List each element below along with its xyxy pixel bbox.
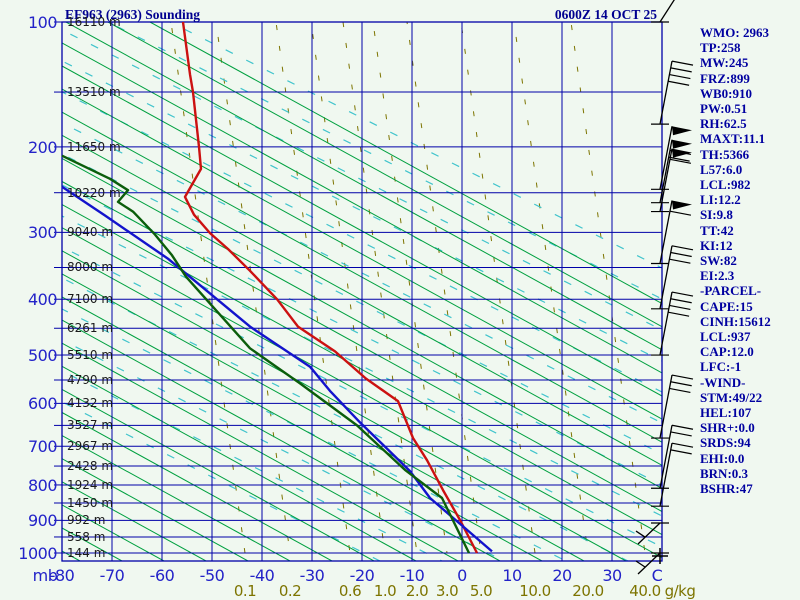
height-label: 1924 m [67, 477, 114, 492]
temp-label: -70 [99, 566, 125, 585]
isobar-isotherm-grid [54, 21, 663, 562]
surface-cursor-cross [652, 548, 668, 564]
height-label: 6261 m [67, 321, 114, 336]
wind-barbs [635, 0, 694, 575]
pressure-label: 600 [27, 394, 58, 414]
stat-line: WMO: 2963 [700, 25, 769, 40]
height-label: 10220 m [67, 185, 121, 200]
pressure-label: 200 [27, 137, 58, 157]
pressure-label: 700 [27, 437, 58, 457]
stat-line: BSHR:47 [700, 481, 753, 497]
stat-line: MAXT:11.1 [700, 131, 766, 147]
height-label: 558 m [67, 529, 106, 544]
height-label: 4790 m [67, 373, 114, 387]
stat-line: PW:0.51 [700, 101, 748, 117]
stat-line: MW:245 [700, 55, 749, 71]
stat-line: L57:6.0 [700, 161, 743, 177]
height-label: 5510 m [67, 348, 114, 363]
stat-line: EHI:0.0 [700, 450, 745, 466]
stat-line: HEL:107 [700, 405, 752, 421]
stat-line: TH:5366 [700, 146, 750, 162]
stat-line: LI:12.2 [700, 192, 741, 208]
dry-adiabats [62, 22, 662, 561]
height-label: 11650 m [67, 139, 121, 154]
mixing-ratio-label: 10.0 [519, 582, 551, 600]
pressure-unit-label: mb [32, 566, 58, 585]
temp-label: -20 [349, 566, 375, 585]
height-label: 3527 m [67, 418, 114, 433]
height-label: 2967 m [67, 439, 114, 454]
mixing-ratio-label: 3.0 [435, 582, 459, 600]
temp-label: -40 [249, 566, 275, 585]
mixing-ratio-label: 40.0 [629, 582, 661, 600]
temp-label: -30 [299, 566, 325, 585]
stat-line: SRDS:94 [700, 435, 751, 451]
stat-line: WB0:910 [700, 85, 752, 101]
pressure-label: 800 [27, 475, 58, 495]
chart-title: EF963 (2963) Sounding [65, 7, 201, 22]
height-label: 1450 m [67, 496, 114, 510]
pressure-label: 300 [27, 223, 58, 243]
moist-adiabats [62, 22, 662, 561]
mixing-unit-label: g/kg [664, 582, 696, 600]
height-label: 144 m [67, 546, 106, 560]
stat-line: LFC:-1 [700, 359, 742, 375]
stat-line: SHR+:0.0 [700, 420, 755, 436]
stat-line: CINH:15612 [700, 313, 771, 329]
temp-label: 10 [502, 566, 522, 585]
mixing-ratio-label: 2.0 [405, 582, 429, 600]
stat-line: SW:82 [700, 253, 737, 269]
stat-line: -PARCEL- [700, 283, 762, 299]
temp-label: -80 [49, 566, 75, 585]
stat-line: LCL:982 [700, 177, 751, 193]
stat-line: TT:42 [700, 222, 734, 238]
pressure-label: 1000 [18, 544, 57, 563]
height-label: 2428 m [67, 459, 114, 474]
pressure-label: 900 [27, 511, 58, 531]
stat-line: BRN:0.3 [700, 465, 749, 481]
pressure-label: 100 [27, 13, 58, 32]
mixing-ratio-label: 0.1 [233, 582, 257, 600]
height-label: 4132 m [67, 396, 114, 411]
pressure-label: 400 [27, 290, 58, 310]
mixing-ratio-label: 0.6 [338, 582, 362, 600]
height-label: 9040 m [67, 225, 114, 240]
mixing-ratio-label: 20.0 [572, 582, 604, 600]
height-label: 992 m [67, 513, 106, 528]
temp-label: 30 [602, 566, 622, 585]
stat-line: STM:49/22 [700, 389, 763, 405]
chart-datetime: 0600Z 14 OCT 25 [554, 7, 657, 22]
stat-line: KI:12 [700, 237, 733, 253]
temp-label: 20 [552, 566, 572, 585]
stat-line: EI:2.3 [700, 268, 735, 284]
stats-panel: WMO: 2963 TP:258 MW:245 FRZ:899 WB0:910 PW:0.… [700, 25, 800, 496]
temp-label: -50 [199, 566, 225, 585]
temp-label: 0 [457, 566, 467, 585]
dewpoint-curve [61, 154, 471, 554]
mixing-ratio-label: 0.2 [278, 582, 302, 600]
stat-line: -WIND- [700, 374, 746, 390]
height-label: 8000 m [67, 260, 114, 275]
mixing-ratio-label: 5.0 [469, 582, 493, 600]
height-label: 13510 m [67, 85, 121, 100]
pressure-label: 500 [27, 346, 58, 366]
temp-label: -60 [149, 566, 175, 585]
temp-label: -10 [399, 566, 425, 585]
mixing-ratio-lines [170, 22, 646, 554]
stat-line: LCL:937 [700, 329, 751, 345]
height-label: 7100 m [67, 292, 114, 307]
stat-line: RH:62.5 [700, 116, 747, 132]
height-label: 16110 m [67, 15, 121, 29]
temperature-curve [181, 21, 479, 554]
stat-line: CAP:12.0 [700, 344, 754, 360]
temp-unit-label: C [651, 566, 663, 585]
wetbulb-curve [61, 185, 493, 553]
mixing-ratio-label: 1.0 [373, 582, 397, 600]
stat-line: FRZ:899 [700, 70, 750, 86]
stat-line: TP:258 [700, 40, 741, 56]
stat-line: SI:9.8 [700, 207, 733, 223]
stat-line: CAPE:15 [700, 298, 753, 314]
